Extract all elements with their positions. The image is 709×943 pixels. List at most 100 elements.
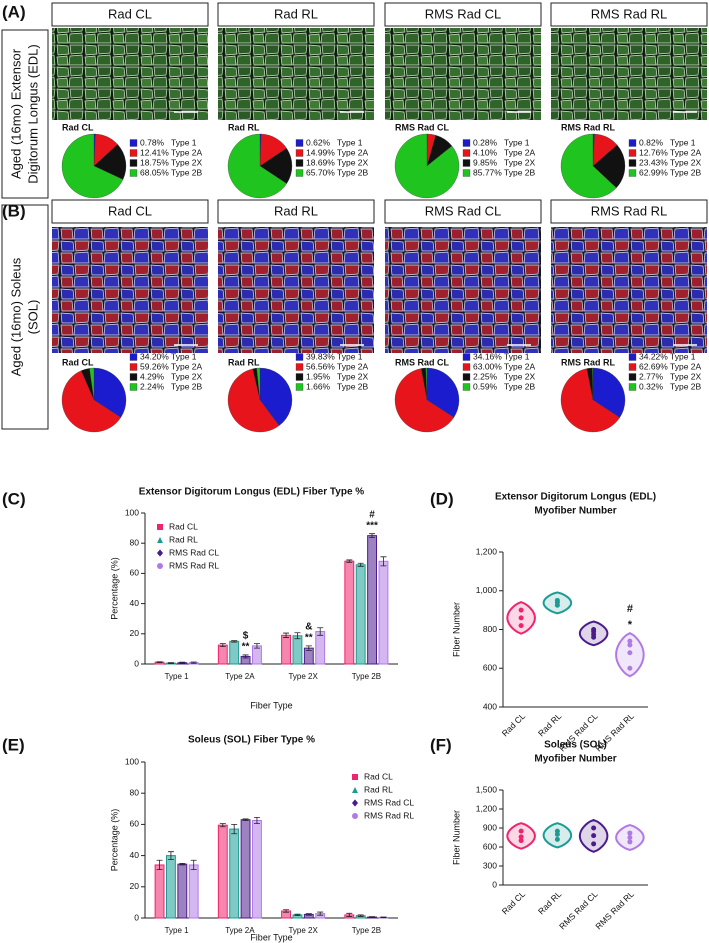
chart-title: Extensor Digitorum Longus (EDL) <box>495 492 656 503</box>
y-tick-label: 0 <box>492 879 497 889</box>
error-bar <box>156 859 163 871</box>
y-tick-label: 20 <box>130 881 140 891</box>
column-header: RMS Rad RL <box>591 203 668 218</box>
error-bar <box>283 632 290 638</box>
y-tick-label: 40 <box>130 850 140 860</box>
legend-value: 39.83% <box>306 351 335 361</box>
significance-mark: & <box>305 622 312 633</box>
legend-swatch <box>129 149 138 157</box>
legend-value: 1.66% <box>306 381 331 391</box>
y-axis-label: Fiber Number <box>451 602 461 657</box>
legend-swatch <box>628 363 637 371</box>
legend-label: Rad CL <box>169 521 198 531</box>
column-header-box <box>550 2 708 27</box>
pie-title: Rad RL <box>228 357 260 367</box>
legend-value: 0.62% <box>306 137 331 147</box>
data-point <box>591 627 597 632</box>
data-point <box>627 638 633 644</box>
legend-value: 68.05% <box>140 167 169 177</box>
pie-slice <box>61 133 124 199</box>
y-tick-label: 900 <box>483 822 497 832</box>
legend-label: Type 2A <box>670 147 702 157</box>
x-tick-label: Type 1 <box>165 672 190 681</box>
legend-swatch <box>129 383 138 391</box>
legend-marker <box>352 774 358 780</box>
error-bar <box>294 913 301 917</box>
error-bar <box>369 916 376 918</box>
legend-label: Type 2B <box>171 381 203 391</box>
column-header: Rad RL <box>274 6 318 21</box>
significance-mark: ** <box>242 642 250 653</box>
error-bar <box>242 818 249 821</box>
column-header: Rad CL <box>108 203 152 218</box>
error-bar <box>305 645 312 651</box>
data-point <box>627 835 633 840</box>
column-header-box <box>217 199 375 224</box>
y-tick-label: 60 <box>130 568 140 578</box>
x-tick-label: Rad CL <box>500 889 528 917</box>
data-point <box>591 833 597 839</box>
column-header-box <box>217 2 375 27</box>
error-bar <box>305 913 312 916</box>
pie-slice <box>89 367 95 401</box>
bar <box>252 820 262 919</box>
bar <box>315 631 326 665</box>
legend-value: 63.00% <box>473 361 502 371</box>
legend-label: RMS Rad RL <box>364 810 414 820</box>
error-bar <box>219 643 226 648</box>
row-title: (SOL) <box>25 300 40 335</box>
x-tick-label: Type 2X <box>288 672 318 681</box>
error-bar <box>190 661 197 664</box>
error-bar <box>380 556 387 567</box>
error-bar <box>369 533 376 539</box>
legend-value: 12.41% <box>140 147 169 157</box>
legend-value: 4.29% <box>140 371 165 381</box>
legend-swatch <box>295 373 304 381</box>
pie-slice <box>394 368 455 433</box>
error-bar <box>294 632 301 640</box>
legend-swatch <box>628 139 637 147</box>
legend-marker <box>157 524 163 530</box>
legend-value: 34.20% <box>140 351 169 361</box>
bar <box>240 819 251 919</box>
column-header-box <box>51 2 209 27</box>
pie-title: Rad RL <box>228 122 260 132</box>
significance-mark: ** <box>305 633 313 644</box>
legend-label: Type 1 <box>504 137 530 147</box>
legend-value: 4.10% <box>473 147 498 157</box>
legend-label: Type 1 <box>337 351 363 361</box>
y-tick-label: 60 <box>130 819 140 829</box>
bar <box>292 635 303 665</box>
error-bar <box>317 627 324 636</box>
pie-slice <box>560 133 617 199</box>
micrograph <box>218 227 374 353</box>
legend-swatch <box>462 373 471 381</box>
error-bar <box>253 643 260 649</box>
micrograph <box>52 227 208 353</box>
y-tick-label: 400 <box>483 701 497 711</box>
pie-slice <box>256 367 261 401</box>
legend-swatch <box>129 139 138 147</box>
legend-label: Rad RL <box>364 784 393 794</box>
legend-label: Type 2B <box>504 381 536 391</box>
y-tick-label: 0 <box>134 658 139 668</box>
error-bar <box>317 911 324 916</box>
legend-swatch <box>462 159 471 167</box>
legend-label: Type 2X <box>337 371 369 381</box>
legend-label: Type 2A <box>337 147 369 157</box>
panel-label: (C) <box>2 489 26 508</box>
column-header-box <box>550 199 708 224</box>
legend-swatch <box>129 353 138 361</box>
row-title: Aged (16mo) Extensor <box>8 48 23 179</box>
x-axis-label: Fiber Type <box>250 932 292 942</box>
x-tick-label: RMS Rad RL <box>593 889 636 932</box>
pie-slice <box>560 368 620 433</box>
legend-label: Type 1 <box>337 137 363 147</box>
data-point <box>627 650 633 656</box>
legend-label: Type 2X <box>504 371 536 381</box>
legend-swatch <box>462 139 471 147</box>
legend-label: Type 2A <box>670 361 702 371</box>
bar <box>229 640 240 665</box>
legend-value: 34.22% <box>639 351 668 361</box>
chart-title: Soleus (SOL) Fiber Type % <box>188 735 315 746</box>
